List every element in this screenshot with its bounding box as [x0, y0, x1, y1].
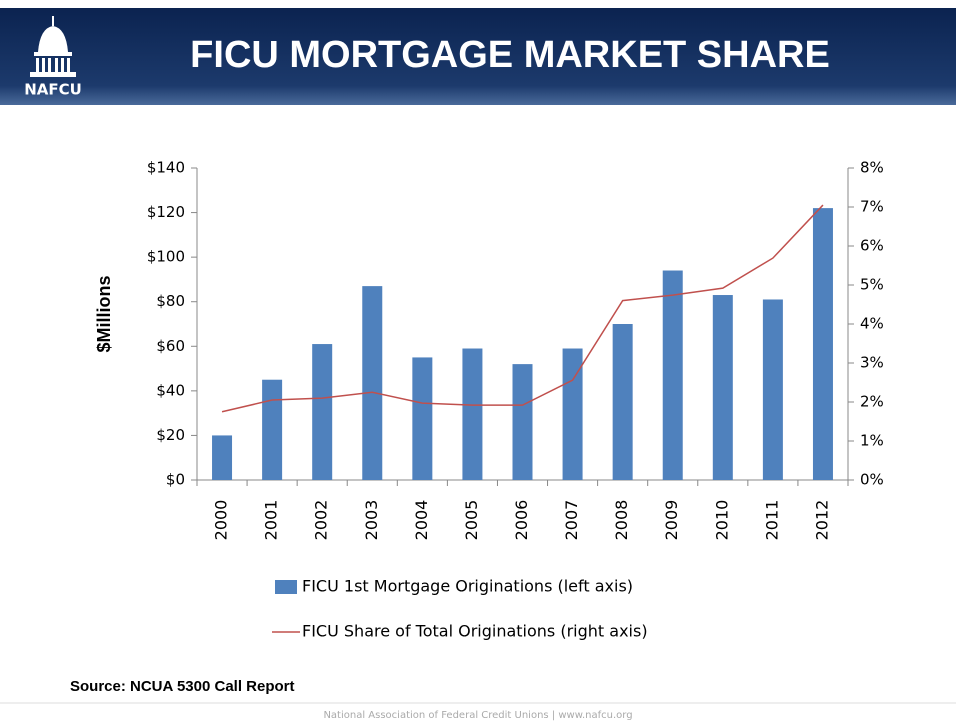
x-tick-label: 2004	[412, 500, 431, 541]
x-tick-label: 2006	[512, 500, 531, 541]
y-tick-label: $140	[147, 159, 185, 177]
y2-tick-label: 1%	[860, 432, 884, 450]
y2-tick-label: 4%	[860, 315, 884, 333]
bar	[712, 295, 733, 480]
y2-tick-label: 6%	[860, 237, 884, 255]
y2-tick-label: 0%	[860, 471, 884, 489]
y2-tick-label: 8%	[860, 159, 884, 177]
x-tick-label: 2003	[362, 500, 381, 541]
y-axis-title: $Millions	[94, 275, 114, 352]
x-tick-label: 2000	[212, 500, 231, 541]
x-tick-label: 2005	[462, 500, 481, 541]
x-tick-label: 2002	[312, 500, 331, 541]
header-band	[0, 8, 956, 105]
legend-label: FICU Share of Total Originations (right …	[302, 622, 648, 641]
bar	[212, 435, 233, 480]
bar	[562, 348, 583, 480]
footer-text: National Association of Federal Credit U…	[323, 710, 632, 721]
legend-label: FICU 1st Mortgage Originations (left axi…	[302, 577, 633, 596]
bar	[262, 379, 283, 480]
bar	[812, 208, 833, 480]
bar	[662, 270, 683, 480]
logo-dome	[30, 16, 76, 77]
y-tick-label: $40	[156, 381, 185, 399]
logo-text: NAFCU	[24, 81, 82, 99]
x-tick-label: 2007	[562, 500, 581, 541]
x-tick-label: 2009	[662, 500, 681, 541]
x-tick-label: 2008	[612, 500, 631, 541]
source-note: Source: NCUA 5300 Call Report	[70, 678, 295, 695]
y2-tick-label: 3%	[860, 354, 884, 372]
y-tick-label: $20	[156, 426, 185, 444]
y-tick-label: $0	[166, 471, 185, 489]
y-tick-label: $120	[147, 203, 185, 221]
x-tick-label: 2012	[812, 500, 831, 541]
bar	[312, 344, 333, 480]
y-tick-label: $80	[156, 292, 185, 310]
x-tick-label: 2010	[712, 500, 731, 541]
y2-tick-label: 2%	[860, 393, 884, 411]
y-tick-label: $100	[147, 248, 185, 266]
x-tick-label: 2001	[262, 500, 281, 541]
bar	[362, 286, 383, 480]
bar	[462, 348, 483, 480]
y-tick-label: $60	[156, 337, 185, 355]
bar	[762, 299, 783, 480]
x-tick-label: 2011	[762, 500, 781, 541]
legend-swatch	[275, 580, 297, 594]
bar	[612, 324, 633, 480]
bar	[512, 364, 533, 480]
y2-tick-label: 7%	[860, 198, 884, 216]
y2-tick-label: 5%	[860, 276, 884, 294]
line	[221, 204, 824, 413]
slide-title: FICU MORTGAGE MARKET SHARE	[190, 34, 830, 76]
bar	[412, 357, 433, 480]
